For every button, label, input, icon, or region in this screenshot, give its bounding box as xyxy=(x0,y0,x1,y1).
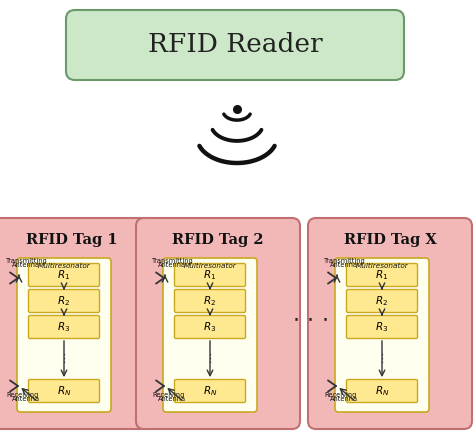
Text: ⋮: ⋮ xyxy=(376,354,388,364)
Text: RFID Tag X: RFID Tag X xyxy=(344,233,437,247)
FancyBboxPatch shape xyxy=(28,264,100,287)
FancyBboxPatch shape xyxy=(346,380,418,403)
Text: $R_N$: $R_N$ xyxy=(57,384,71,398)
Text: Receiving: Receiving xyxy=(324,392,356,398)
FancyBboxPatch shape xyxy=(335,258,429,412)
Text: Multiresonator: Multiresonator xyxy=(356,263,409,269)
FancyBboxPatch shape xyxy=(28,315,100,339)
FancyBboxPatch shape xyxy=(174,380,246,403)
FancyBboxPatch shape xyxy=(66,10,404,80)
FancyBboxPatch shape xyxy=(346,289,418,313)
Text: RFID Reader: RFID Reader xyxy=(148,33,322,57)
Text: $R_1$: $R_1$ xyxy=(375,268,389,282)
Text: $R_1$: $R_1$ xyxy=(57,268,71,282)
Text: $R_1$: $R_1$ xyxy=(203,268,217,282)
Text: RFID Tag 2: RFID Tag 2 xyxy=(172,233,264,247)
FancyBboxPatch shape xyxy=(174,289,246,313)
Text: Antenna: Antenna xyxy=(158,396,186,402)
Text: $R_N$: $R_N$ xyxy=(375,384,389,398)
Text: Transmitting: Transmitting xyxy=(6,258,48,264)
Text: $R_2$: $R_2$ xyxy=(203,294,217,308)
Text: $R_2$: $R_2$ xyxy=(57,294,71,308)
Text: $R_N$: $R_N$ xyxy=(203,384,217,398)
Text: Antenna: Antenna xyxy=(330,396,358,402)
Text: RFID Tag 1: RFID Tag 1 xyxy=(26,233,118,247)
FancyBboxPatch shape xyxy=(136,218,300,429)
FancyBboxPatch shape xyxy=(28,289,100,313)
Text: $R_3$: $R_3$ xyxy=(203,320,217,334)
Text: $R_2$: $R_2$ xyxy=(375,294,389,308)
FancyBboxPatch shape xyxy=(17,258,111,412)
Text: Antenna: Antenna xyxy=(158,262,186,268)
Text: Multiresonator: Multiresonator xyxy=(37,263,91,269)
Text: Transmitting: Transmitting xyxy=(324,258,366,264)
Text: Antenna: Antenna xyxy=(330,262,358,268)
FancyBboxPatch shape xyxy=(308,218,472,429)
Text: $R_3$: $R_3$ xyxy=(375,320,389,334)
FancyBboxPatch shape xyxy=(346,264,418,287)
Text: ⋮: ⋮ xyxy=(204,354,216,364)
FancyBboxPatch shape xyxy=(174,315,246,339)
FancyBboxPatch shape xyxy=(163,258,257,412)
Text: Multiresonator: Multiresonator xyxy=(183,263,237,269)
Text: $R_3$: $R_3$ xyxy=(57,320,71,334)
Text: Receiving: Receiving xyxy=(152,392,184,398)
FancyBboxPatch shape xyxy=(0,218,154,429)
Text: Antenna: Antenna xyxy=(12,262,40,268)
FancyBboxPatch shape xyxy=(346,315,418,339)
FancyBboxPatch shape xyxy=(174,264,246,287)
FancyBboxPatch shape xyxy=(28,380,100,403)
Text: $\cdot$ $\cdot$ $\cdot$: $\cdot$ $\cdot$ $\cdot$ xyxy=(292,311,328,331)
Text: Transmitting: Transmitting xyxy=(152,258,194,264)
Text: ⋮: ⋮ xyxy=(58,354,70,364)
Text: Antenna: Antenna xyxy=(12,396,40,402)
Text: Receiving: Receiving xyxy=(6,392,38,398)
